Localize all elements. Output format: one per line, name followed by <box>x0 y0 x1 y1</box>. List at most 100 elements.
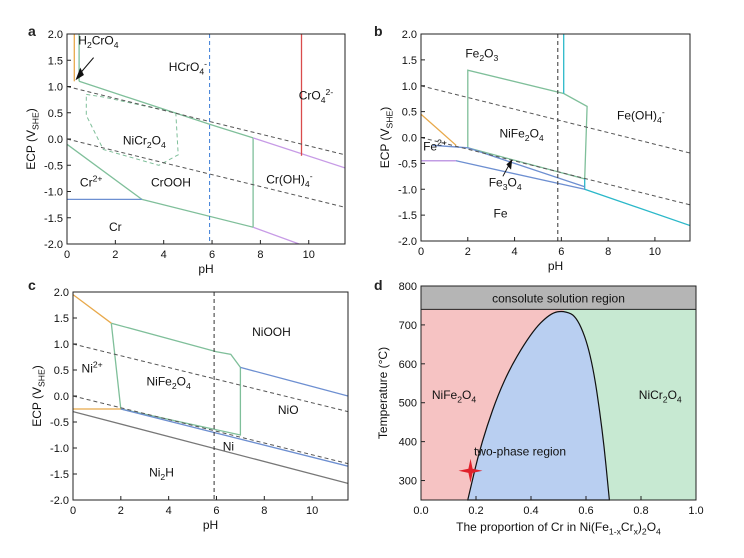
x-tick-label: 4 <box>166 505 172 517</box>
y-tick-label: 0.0 <box>402 133 417 145</box>
region-label: CrO42- <box>299 87 334 105</box>
pointer-arrowhead <box>506 159 513 170</box>
x-tick-label: 2 <box>465 246 471 258</box>
y-tick-label: -1.0 <box>44 187 63 199</box>
x-tick-label: 10 <box>303 249 315 261</box>
panel-c-boundary-line <box>73 395 348 465</box>
panel-a-boundary-line <box>85 93 179 166</box>
star-marker <box>458 458 483 483</box>
region-label: NiCr2O4 <box>123 133 166 150</box>
y-tick-label: 2.0 <box>402 29 417 41</box>
region-label: H2CrO4 <box>78 34 118 51</box>
region-label: Fe(OH)4- <box>617 107 665 125</box>
panel-b-chart: 0 2 4 6 8 10 2.0 1.5 1.0 0.5 0.0 -0.5 -1.0 -1.5 -2.0 pH… <box>378 29 691 273</box>
y-tick-label: 0.0 <box>54 391 69 403</box>
y-tick-label: -0.5 <box>398 158 417 170</box>
panel-b-series <box>421 34 690 241</box>
x-tick-label: 0.6 <box>578 505 593 517</box>
y-tick-label: -0.5 <box>50 417 69 429</box>
panel-a-boundary-line <box>252 137 345 169</box>
x-tick-label: 0 <box>418 246 424 258</box>
y-tick-label: 800 <box>399 281 417 293</box>
y-tick-label: -1.0 <box>398 184 417 196</box>
x-tick-label: 0.2 <box>468 505 483 517</box>
y-tick-label: 0.5 <box>48 108 63 120</box>
y-tick-label: -2.0 <box>50 495 69 507</box>
panel-a-series <box>67 34 345 244</box>
panel-a-boundary-line <box>78 80 254 139</box>
nicr2o4-label: NiCr2O4 <box>639 388 682 405</box>
consolute-label: consolute solution region <box>492 292 625 306</box>
panel-label-d: d <box>374 277 383 293</box>
panel-c-boundary-line <box>73 410 348 485</box>
panel-label-b: b <box>374 23 383 39</box>
x-tick-label: 2 <box>112 249 118 261</box>
panel-c-boundary-line <box>73 294 112 324</box>
panel-c-chart: 0 2 4 6 8 10 2.0 1.5 1.0 0.5 0.0 -0.5 -1.0 -1.5 -2.0 pH… <box>30 287 349 532</box>
y-tick-label: 1.5 <box>402 55 417 67</box>
y-tick-label: -2.0 <box>44 239 63 251</box>
x-tick-label: 6 <box>558 246 564 258</box>
y-tick-label: 1.5 <box>48 55 63 67</box>
y-tick-label: 400 <box>399 437 417 449</box>
y-tick-label: 1.0 <box>48 82 63 94</box>
region-label: NiO <box>278 403 299 417</box>
y-tick-label: 1.5 <box>54 313 69 325</box>
region-label: Fe <box>494 207 508 221</box>
region-label: Cr2+ <box>80 173 103 189</box>
panel-b-boundary-line <box>467 69 588 180</box>
region-label: Fe2O3 <box>465 46 498 63</box>
y-tick-label: -1.5 <box>50 469 69 481</box>
region-label: Ni2+ <box>82 360 103 376</box>
y-tick-label: -1.0 <box>50 443 69 455</box>
two-phase-label: two-phase region <box>474 444 566 458</box>
y-axis-title: ECP (VSHE) <box>24 108 41 170</box>
panel-c-boundary-line <box>240 366 348 397</box>
panel-b-boundary-line <box>421 113 457 146</box>
panel-d-chart: consolute solution region NiFe2O4 NiCr2O4 t… <box>376 281 704 537</box>
y-tick-label: 700 <box>399 320 417 332</box>
nife2o4-label: NiFe2O4 <box>432 388 476 405</box>
y-tick-label: 2.0 <box>54 287 69 299</box>
y-tick-label: -1.5 <box>44 213 63 225</box>
x-tick-label: 6 <box>213 505 219 517</box>
panel-a-boundary-line <box>67 138 345 208</box>
panel-b-boundary-line <box>432 144 585 188</box>
x-tick-label: 0.0 <box>413 505 428 517</box>
x-tick-label: 0.4 <box>523 505 538 517</box>
x-axis-title: pH <box>198 262 213 276</box>
x-tick-label: 1.0 <box>688 505 703 517</box>
y-tick-label: 300 <box>399 476 417 488</box>
x-tick-label: 10 <box>649 246 661 258</box>
panel-a-chart: 0 2 4 6 8 10 2.0 1.5 1.0 0.5 0.0 -0.5 -1.0 -1.5 -2.0 pH… <box>24 29 346 276</box>
region-label: Cr(OH)4- <box>266 171 312 189</box>
x-tick-label: 8 <box>605 246 611 258</box>
x-tick-label: 10 <box>306 505 318 517</box>
x-tick-label: 2 <box>118 505 124 517</box>
panel-c-frame <box>72 291 349 501</box>
panel-label-a: a <box>28 23 36 39</box>
x-tick-label: 8 <box>257 249 263 261</box>
y-tick-label: 600 <box>399 359 417 371</box>
y-tick-label: 0.5 <box>402 107 417 119</box>
panel-c-series <box>73 292 348 500</box>
panel-b-boundary-line <box>421 85 690 154</box>
y-tick-label: 1.0 <box>402 81 417 93</box>
region-label: CrOOH <box>151 175 191 189</box>
panel-a-boundary-line <box>67 86 345 156</box>
panel-b-boundary-line <box>421 137 690 206</box>
region-label: HCrO4- <box>169 58 207 76</box>
y-axis-title: ECP (VSHE) <box>30 365 47 427</box>
region-label: Fe3O4 <box>489 176 522 193</box>
x-tick-label: 8 <box>261 505 267 517</box>
two-phase-dome <box>466 310 611 501</box>
region-label: Fe2+ <box>423 137 447 153</box>
panel-a-boundary-line <box>252 226 300 244</box>
y-tick-label: 2.0 <box>48 29 63 41</box>
panel-label-c: c <box>28 277 36 293</box>
panel-b-frame <box>420 33 691 242</box>
y-tick-label: -0.5 <box>44 160 63 172</box>
x-tick-label: 0.8 <box>633 505 648 517</box>
panel-c-boundary-line <box>120 408 348 467</box>
x-tick-label: 4 <box>512 246 518 258</box>
